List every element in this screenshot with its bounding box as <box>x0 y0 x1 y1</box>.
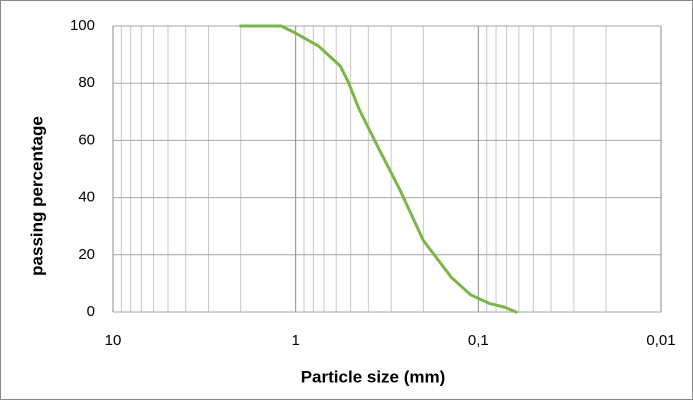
y-tick-label: 20 <box>78 246 95 263</box>
x-tick-label: 0,01 <box>646 332 675 349</box>
y-tick-label: 60 <box>78 131 95 148</box>
x-tick-label: 0,1 <box>468 332 489 349</box>
y-tick-label: 0 <box>87 303 95 320</box>
y-axis-title: passing percentage <box>27 116 46 276</box>
x-axis-title: Particle size (mm) <box>301 367 446 386</box>
y-tick-label: 100 <box>70 17 95 34</box>
data-line <box>239 24 518 314</box>
y-tick-label: 80 <box>78 74 95 91</box>
x-tick-label: 10 <box>105 332 122 349</box>
x-tick-label: 1 <box>291 332 299 349</box>
y-tick-label: 40 <box>78 189 95 206</box>
